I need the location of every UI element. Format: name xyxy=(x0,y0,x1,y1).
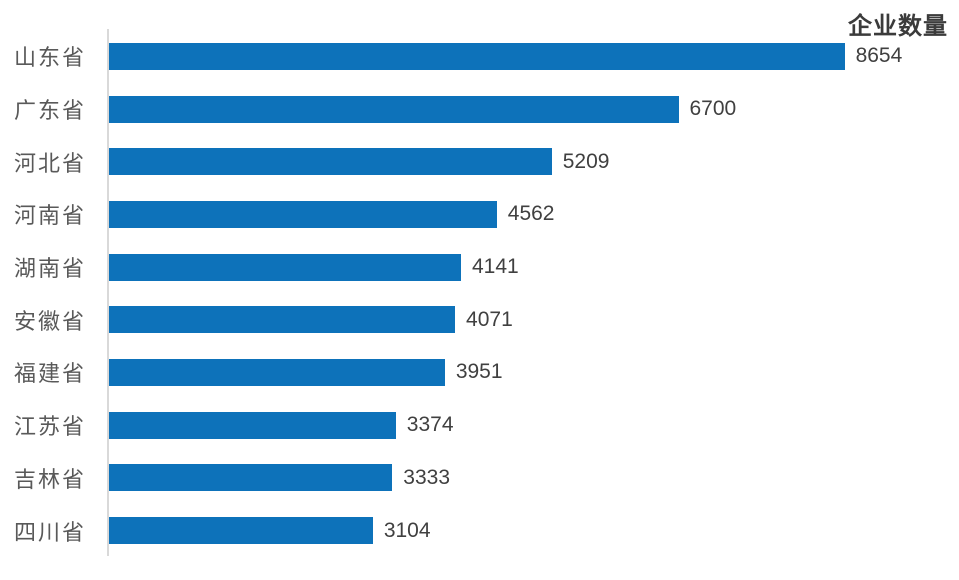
bar-row: 广东省 6700 xyxy=(0,83,959,136)
bar xyxy=(109,464,393,492)
value-label: 4071 xyxy=(466,307,513,331)
category-label: 吉林省 xyxy=(14,466,87,492)
value-label: 5209 xyxy=(562,149,610,173)
bar xyxy=(109,306,456,334)
category-label: 河南省 xyxy=(14,203,87,229)
bar-row: 山东省 8654 xyxy=(0,30,959,83)
value-label: 6700 xyxy=(689,97,737,121)
category-label: 福建省 xyxy=(14,361,87,387)
category-label: 湖南省 xyxy=(14,256,87,282)
chart-title: 企业数量 xyxy=(848,13,948,40)
value-label: 3374 xyxy=(406,413,454,437)
bar xyxy=(109,200,497,228)
bar-row: 四川省 3104 xyxy=(0,504,959,557)
value-label: 8654 xyxy=(855,44,903,68)
y-axis-line xyxy=(107,29,109,556)
bar xyxy=(109,148,552,176)
bar xyxy=(109,411,396,439)
value-label: 3104 xyxy=(383,518,431,542)
bar xyxy=(109,517,373,545)
category-label: 江苏省 xyxy=(14,414,87,440)
bar xyxy=(109,358,445,386)
bar-row: 河南省 4562 xyxy=(0,188,959,241)
bars-area: 山东省 8654 广东省 6700 河北省 5209 河南省 4562 湖南省 4141 安徽省 40… xyxy=(0,30,959,557)
value-label: 4141 xyxy=(471,255,519,279)
bar-row: 河北省 5209 xyxy=(0,135,959,188)
category-label: 广东省 xyxy=(14,98,87,124)
bar-row: 湖南省 4141 xyxy=(0,241,959,294)
bar xyxy=(109,95,679,123)
category-label: 河北省 xyxy=(14,150,87,176)
category-label: 四川省 xyxy=(14,519,87,545)
category-label: 山东省 xyxy=(14,45,87,71)
category-label: 安徽省 xyxy=(14,308,87,334)
bar-row: 吉林省 3333 xyxy=(0,452,959,505)
bar-row: 安徽省 4071 xyxy=(0,293,959,346)
bar-row: 江苏省 3374 xyxy=(0,399,959,452)
value-label: 3333 xyxy=(403,465,451,489)
value-label: 4562 xyxy=(507,202,555,226)
bar-row: 福建省 3951 xyxy=(0,346,959,399)
bar xyxy=(109,253,461,281)
bar xyxy=(109,42,845,70)
value-label: 3951 xyxy=(455,360,503,384)
